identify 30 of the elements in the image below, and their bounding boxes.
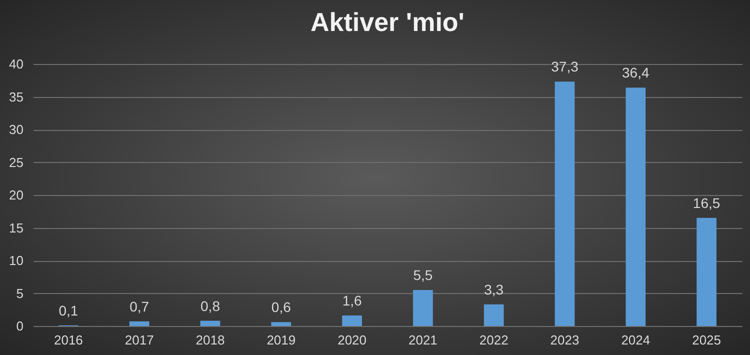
data-label: 0,1 [58, 302, 78, 318]
y-tick-label: 5 [16, 286, 24, 301]
x-tick-label: 2017 [124, 332, 154, 348]
y-tick-label: 20 [9, 188, 24, 202]
x-tick-label: 2019 [266, 332, 296, 348]
data-label: 36,4 [622, 64, 650, 81]
x-tick-label: 2024 [621, 332, 650, 348]
data-label: 0,7 [130, 298, 150, 314]
y-tick-label: 15 [9, 220, 24, 236]
data-label: 1,6 [342, 292, 362, 309]
data-label: 0,6 [271, 299, 292, 316]
x-tick-label: 2016 [54, 332, 83, 348]
data-label: 5,5 [413, 266, 433, 283]
y-tick-label: 40 [9, 56, 24, 72]
x-tick-label: 2025 [692, 332, 722, 348]
x-tick-label: 2022 [479, 332, 508, 348]
y-tick-label: 10 [9, 253, 24, 268]
data-label: 0,8 [200, 298, 220, 314]
x-tick-label: 2023 [550, 332, 580, 348]
y-tick-label: 30 [9, 122, 24, 137]
data-label: 3,3 [484, 281, 504, 298]
chart-title: Aktiver 'mio' [310, 7, 464, 37]
y-tick-label: 0 [16, 318, 24, 334]
data-label: 37,3 [551, 58, 579, 75]
data-label: 16,5 [692, 194, 720, 211]
x-tick-label: 2020 [338, 332, 367, 348]
y-tick-label: 35 [9, 89, 24, 104]
x-tick-label: 2018 [196, 332, 225, 348]
x-tick-label: 2021 [408, 332, 438, 348]
y-tick-label: 25 [9, 154, 24, 170]
